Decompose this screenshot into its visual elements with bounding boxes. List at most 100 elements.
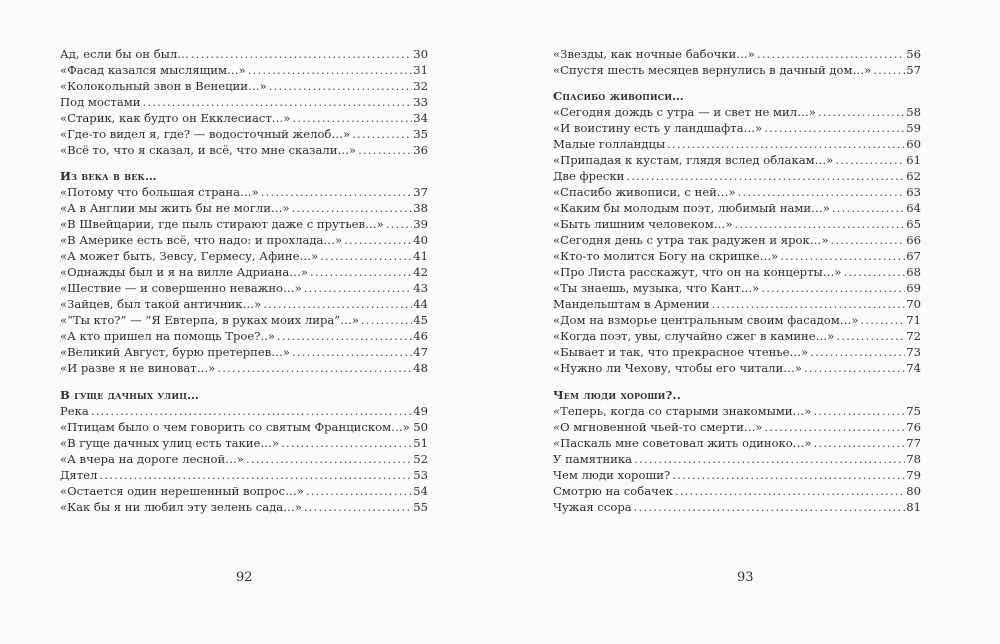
entry-title: «Про Листа расскажут, что он на концерты… (553, 265, 842, 280)
toc-entry: «Спасибо живописи, с ней…» 63 (553, 184, 921, 200)
entry-title: «Остается один нерешенный вопрос…» (60, 483, 304, 498)
toc-entry: «Птицам было о чем говорить со святым Фр… (60, 419, 428, 435)
entry-page-number: 55 (413, 499, 428, 514)
entry-title: Река (60, 403, 89, 418)
entry-page-number: 78 (906, 451, 921, 466)
dot-leader (634, 451, 905, 467)
toc-entry: «И разве я не виноват…» 48 (60, 360, 428, 376)
entry-title: Дятел (60, 467, 98, 482)
entry-title: «Бывает и так, что прекрасное чтенье…» (553, 345, 809, 360)
entry-title: «Теперь, когда со старыми знакомыми…» (553, 403, 812, 418)
dot-leader (672, 467, 905, 483)
entry-title: «Нужно ли Чехову, чтобы его читали…» (553, 361, 802, 376)
toc-entry: «Потому что большая страна…» 37 (60, 184, 428, 200)
entry-page-number: 42 (413, 265, 428, 280)
entry-page-number: 76 (906, 419, 921, 434)
entry-page-number: 75 (906, 403, 921, 418)
entry-title: «А кто пришел на помощь Трое?..» (60, 329, 275, 344)
toc-entry: У памятника 78 (553, 451, 921, 467)
toc-entry: «Про Листа расскажут, что он на концерты… (553, 264, 921, 280)
dot-leader (738, 184, 906, 200)
entry-title: «Колокольный звон в Венеции…» (60, 79, 267, 93)
dot-leader (281, 435, 412, 451)
entry-page-number: 43 (413, 281, 428, 296)
entry-title: Ад, если бы он был… (60, 47, 189, 61)
dot-leader (352, 126, 412, 142)
dot-leader (306, 483, 412, 499)
section-heading: Чем люди хороши?.. (553, 387, 681, 402)
dot-leader (813, 435, 905, 451)
entry-title: «Дом на взморье центральным своим фасадо… (553, 313, 859, 328)
entry-page-number: 46 (413, 329, 428, 344)
toc-entry: «А кто пришел на помощь Трое?..» 46 (60, 328, 428, 344)
toc-entry: Смотрю на собачек 80 (553, 483, 921, 499)
dot-leader (248, 62, 412, 78)
dot-leader (765, 419, 906, 435)
entry-page-number: 52 (413, 451, 428, 466)
toc-entry: «Сегодня день с утра так радужен и ярок…… (553, 232, 921, 248)
toc-left-column: Ад, если бы он был…30«Фасад казался мысл… (60, 46, 428, 525)
entry-title: «В Америке есть всё, что надо: и прохлад… (60, 233, 343, 248)
toc-entry: «Когда поэт, увы, случайно сжег в камине… (553, 328, 921, 344)
entry-page-number: 58 (906, 105, 921, 120)
toc-entry: «А вчера на дороге лесной…» 52 (60, 451, 428, 467)
entry-title: «Птицам было о чем говорить со святым Фр… (60, 419, 410, 434)
entry-title: «Каким бы молодым поэт, любимый нами…» (553, 201, 830, 216)
dot-leader (263, 296, 412, 312)
toc-entry: «Остается один нерешенный вопрос…» 54 (60, 483, 428, 499)
entry-page-number: 61 (906, 153, 921, 168)
dot-leader (818, 104, 905, 120)
dot-leader (217, 360, 412, 376)
toc-entry: «Колокольный звон в Венеции…» 32 (60, 78, 428, 94)
entry-title: «Припадая к кустам, глядя вслед облакам…… (553, 153, 834, 168)
toc-entry: Чужая ссора 81 (553, 499, 921, 515)
dot-leader (292, 110, 412, 126)
entry-page-number: 74 (906, 361, 921, 376)
entry-page-number: 62 (906, 169, 921, 184)
toc-entry: «О мгновенной чьей-то смерти…» 76 (553, 419, 921, 435)
dot-leader (277, 328, 412, 344)
entry-page-number: 47 (413, 345, 428, 360)
entry-title: «Старик, как будто он Екклесиаст…» (60, 111, 291, 125)
dot-leader (634, 499, 906, 515)
dot-leader (320, 248, 412, 264)
entry-title: «Ты знаешь, музыка, что Кант…» (553, 281, 760, 296)
entry-title: «Фасад казался мыслящим…» (60, 63, 246, 77)
toc-entry: «Нужно ли Чехову, чтобы его читали…» 74 (553, 360, 921, 376)
entry-page-number: 68 (906, 265, 921, 280)
entry-title: «А вчера на дороге лесной…» (60, 451, 244, 466)
entry-page-number: 48 (413, 361, 428, 376)
toc-entry: «Спустя шесть месяцев вернулись в дачный… (553, 62, 921, 78)
dot-leader (191, 46, 412, 62)
toc-entry: Ад, если бы он был… 30 (60, 46, 428, 62)
entry-title: «О мгновенной чьей-то смерти…» (553, 419, 763, 434)
dot-leader (873, 62, 905, 78)
toc-entry: «Однажды был и я на вилле Адриана…» 42 (60, 264, 428, 280)
toc-entry: «Быть лишним человеком…» 65 (553, 216, 921, 232)
toc-entry: «Сегодня дождь с утра — и свет не мил…» 5… (553, 104, 921, 120)
toc-entry: «Великий Август, бурю претерпев…» 47 (60, 344, 428, 360)
toc-entry: «Всё то, что я сказал, и всё, что мне ск… (60, 142, 428, 158)
dot-leader (843, 264, 905, 280)
entry-title: «Спустя шесть месяцев вернулись в дачный… (553, 63, 872, 77)
entry-title: «В Швейцарии, где пыль стирают даже с пр… (60, 217, 384, 232)
entry-page-number: 35 (413, 127, 428, 141)
toc-entry: «В гуще дачных улиц есть такие…» 51 (60, 435, 428, 451)
dot-leader (832, 200, 905, 216)
entry-title: «Зайцев, был такой античник…» (60, 297, 262, 312)
toc-entry: «Зайцев, был такой античник…» 44 (60, 296, 428, 312)
entry-title: «Паскаль мне советовал жить одиноко…» (553, 435, 812, 450)
dot-leader (304, 499, 412, 515)
entry-title: «Сегодня день с утра так радужен и ярок…… (553, 233, 829, 248)
entry-page-number: 39 (413, 217, 428, 232)
dot-leader (626, 168, 905, 184)
toc-entry: «Шествие — и совершенно неважно…» 43 (60, 280, 428, 296)
entry-page-number: 73 (906, 345, 921, 360)
entry-title: Под мостами (60, 95, 141, 109)
dot-leader (142, 94, 412, 110)
entry-page-number: 38 (413, 201, 428, 216)
dot-leader (304, 280, 413, 296)
toc-entry: Река 49 (60, 403, 428, 419)
entry-page-number: 63 (906, 185, 921, 200)
entry-title: «А в Англии мы жить бы не могли…» (60, 201, 290, 216)
